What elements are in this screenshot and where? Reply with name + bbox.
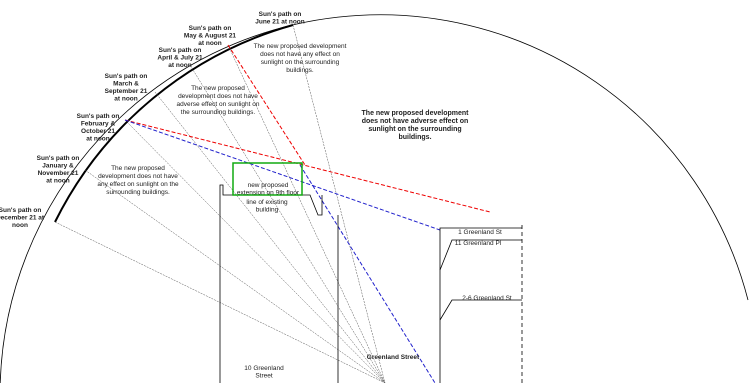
label: at noon bbox=[46, 178, 69, 185]
label: Sun's path on bbox=[259, 11, 302, 18]
label: April & July 21 bbox=[157, 55, 203, 62]
label: Sun's path on bbox=[0, 207, 41, 214]
sun-arc bbox=[54, 24, 294, 223]
label: building bbox=[256, 207, 279, 214]
extension bbox=[232, 162, 303, 196]
label: at noon bbox=[168, 62, 191, 69]
label: The new proposed development bbox=[362, 110, 470, 117]
label: does not have adverse effect on bbox=[362, 118, 469, 125]
label: any effect on sunlight on the bbox=[97, 181, 179, 188]
label: development does not have bbox=[178, 93, 258, 100]
label: buildings. bbox=[286, 67, 314, 74]
label: buildings. bbox=[398, 134, 431, 141]
label: does not have any effect on bbox=[260, 51, 340, 58]
label: at noon bbox=[114, 96, 137, 103]
label: adverse effect on sunlight on bbox=[177, 101, 260, 108]
label: Sun's path on bbox=[189, 25, 232, 32]
label: June 21 at noon bbox=[255, 19, 305, 26]
sun-rays bbox=[54, 24, 386, 383]
label: December 21 at bbox=[0, 215, 45, 222]
label: at noon bbox=[86, 136, 109, 143]
label: surrounding buildings. bbox=[106, 189, 170, 196]
label: Sun's path on bbox=[105, 73, 148, 80]
label: The new proposed bbox=[111, 165, 165, 172]
label: noon bbox=[12, 222, 28, 229]
label: 10 Greenland bbox=[244, 365, 284, 372]
label: new proposed bbox=[248, 182, 289, 189]
label: October 21 bbox=[81, 128, 115, 135]
label: Sun's path on bbox=[37, 155, 80, 162]
label: extension on 9th floor bbox=[237, 190, 300, 197]
shadow-lines bbox=[124, 44, 491, 383]
label: at noon bbox=[198, 40, 221, 47]
label: 2-6 Greenland St bbox=[462, 295, 512, 302]
label: the surrounding buildings. bbox=[181, 109, 256, 116]
label: 11 Greenland Pl bbox=[455, 240, 502, 247]
label: The new proposed bbox=[191, 85, 245, 92]
label: 1 Greenland St bbox=[458, 229, 502, 236]
label: November 21 bbox=[38, 170, 79, 177]
label: line of existing bbox=[246, 199, 288, 206]
label: development does not have bbox=[98, 173, 178, 180]
label: May & August 21 bbox=[184, 33, 237, 40]
label: February & bbox=[81, 121, 116, 128]
label: Street bbox=[255, 373, 273, 380]
label: January & bbox=[42, 163, 74, 170]
label: September 21 bbox=[105, 88, 148, 95]
label: The new proposed development bbox=[254, 43, 347, 50]
label: Greenland Street bbox=[367, 354, 420, 361]
label: Sun's path on bbox=[159, 47, 202, 54]
label: Sun's path on bbox=[77, 113, 120, 120]
label: sunlight on the surrounding bbox=[368, 126, 461, 133]
label: sunlight on the surrounding bbox=[261, 59, 340, 66]
label: March & bbox=[113, 81, 139, 88]
sky-arc bbox=[0, 14, 749, 383]
